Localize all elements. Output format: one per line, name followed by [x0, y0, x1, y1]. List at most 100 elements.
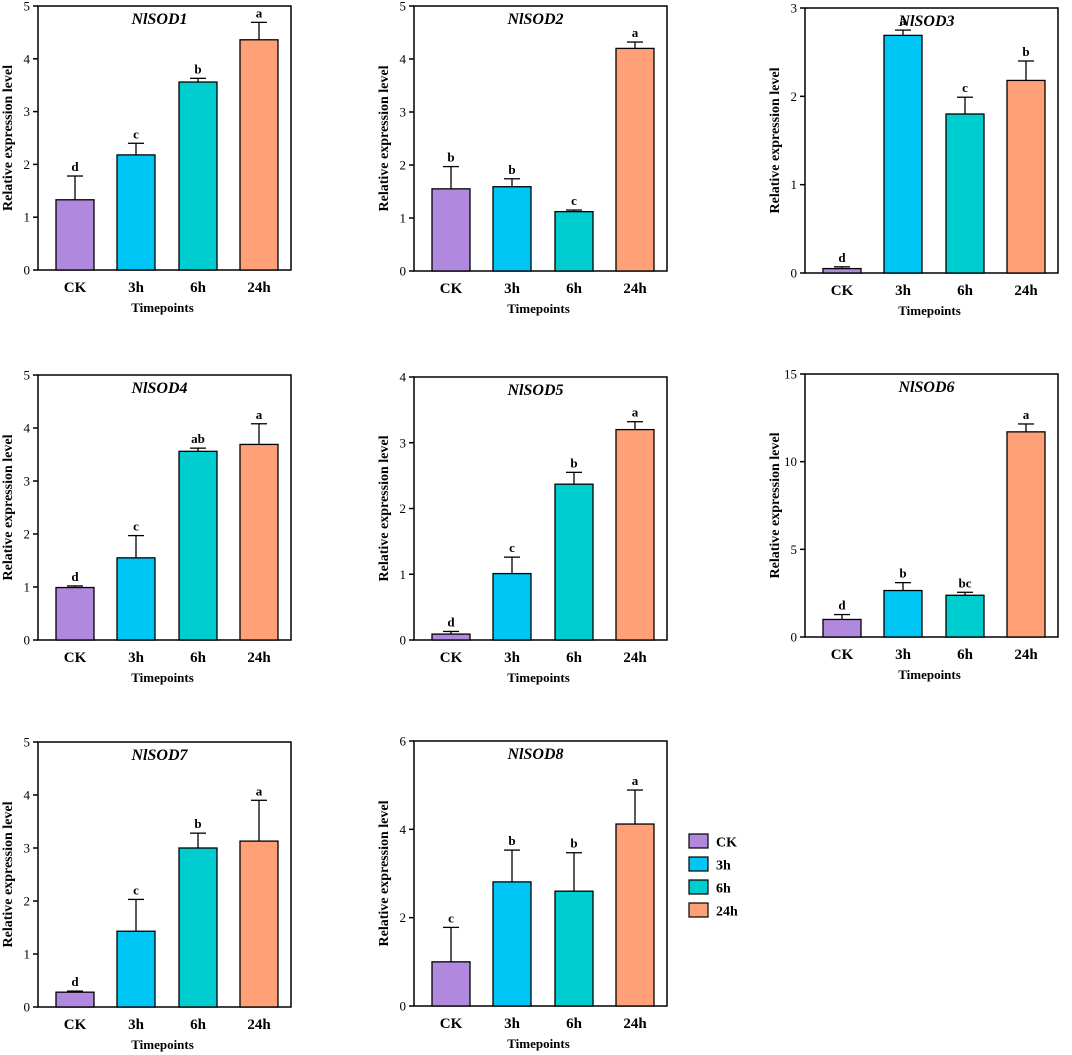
x-tick-label: CK	[64, 650, 87, 666]
bar-3h	[883, 589, 923, 638]
x-tick-label: 24h	[247, 650, 271, 666]
chart-panel-nlsod4: 0 1 2 3 4 5 Relative expression level NlSOD4 d CK…	[1, 368, 292, 685]
y-tick-label: 0	[791, 630, 798, 645]
significance-label: b	[508, 833, 515, 848]
legend-label: CK	[716, 836, 737, 851]
bar-6h	[945, 594, 985, 638]
significance-label: a	[632, 25, 639, 40]
y-tick-label: 4	[24, 421, 31, 436]
x-tick-label: CK	[831, 283, 854, 299]
bar-ck	[431, 633, 471, 641]
chart-title: NlSOD1	[130, 11, 187, 28]
plot-frame	[804, 7, 1059, 274]
x-tick-label: 24h	[247, 1017, 271, 1033]
bar-3h	[492, 186, 532, 272]
significance-label: b	[447, 150, 454, 165]
y-tick-label: 3	[24, 104, 31, 119]
x-tick-label: 6h	[957, 647, 974, 663]
y-tick-label: 3	[400, 435, 407, 450]
legend-label: 6h	[716, 882, 731, 897]
y-tick-label: 0	[24, 633, 31, 648]
y-axis-label: Relative expression level	[1, 801, 16, 947]
x-tick-label: 24h	[623, 281, 647, 297]
x-tick-label: CK	[440, 650, 463, 666]
bar-6h	[945, 113, 985, 274]
y-axis-label: Relative expression level	[377, 800, 392, 946]
legend: CK 3h 6h 24h	[688, 833, 738, 920]
chart-panel-nlsod2: 0 1 2 3 4 5 Relative expression level NlSOD2 b CK…	[377, 0, 668, 316]
bar-24h	[615, 823, 655, 1007]
y-axis-label: Relative expression level	[768, 432, 783, 578]
x-tick-label: 6h	[957, 283, 974, 299]
chart-panel-nlsod7: 0 1 2 3 4 5 Relative expression level NlSOD7 d CK…	[1, 735, 292, 1052]
y-tick-label: 5	[24, 735, 31, 750]
significance-label: a	[256, 407, 263, 422]
legend-label: 3h	[716, 859, 731, 874]
bar-24h	[615, 47, 655, 272]
y-tick-label: 10	[784, 454, 797, 469]
chart-title: NlSOD5	[506, 382, 563, 399]
y-tick-label: 4	[400, 370, 407, 385]
x-tick-label: CK	[440, 1016, 463, 1032]
legend-swatch-ck	[688, 833, 709, 849]
x-tick-label: 24h	[623, 650, 647, 666]
y-axis-label: Relative expression level	[377, 65, 392, 211]
y-axis-label: Relative expression level	[768, 67, 783, 213]
bar-3h	[116, 154, 156, 271]
bar-3h	[116, 930, 156, 1008]
y-tick-label: 0	[400, 264, 407, 279]
significance-label: d	[71, 974, 79, 989]
bar-24h	[239, 443, 279, 641]
chart-panel-nlsod1: 0 1 2 3 4 5 Relative expression level NlSOD1 d CK…	[1, 0, 292, 315]
x-tick-label: 3h	[895, 283, 912, 299]
plot-frame	[413, 5, 668, 272]
y-tick-label: 0	[400, 999, 407, 1014]
plot-frame	[413, 740, 668, 1007]
chart-title: NlSOD6	[897, 379, 954, 396]
y-tick-label: 3	[791, 1, 798, 16]
x-tick-label: 3h	[128, 650, 145, 666]
significance-label: b	[194, 61, 201, 76]
y-tick-label: 1	[24, 210, 31, 225]
bar-ck	[822, 618, 862, 638]
significance-label: c	[509, 540, 515, 555]
x-axis-label: Timepoints	[507, 670, 570, 685]
bar-24h	[615, 428, 655, 641]
x-tick-label: 3h	[895, 647, 912, 663]
significance-label: a	[256, 783, 263, 798]
y-tick-label: 15	[784, 367, 797, 382]
significance-label: d	[838, 598, 846, 613]
x-axis-label: Timepoints	[898, 667, 961, 682]
plot-frame	[37, 5, 292, 271]
significance-label: ab	[191, 431, 205, 446]
x-tick-label: 3h	[128, 280, 145, 296]
significance-label: c	[571, 193, 577, 208]
y-tick-label: 4	[24, 788, 31, 803]
y-axis-label: Relative expression level	[1, 434, 16, 580]
x-tick-label: 6h	[190, 1017, 207, 1033]
y-tick-label: 2	[24, 894, 31, 909]
legend-label: 24h	[716, 905, 738, 920]
y-tick-label: 2	[24, 527, 31, 542]
significance-label: a	[632, 405, 639, 420]
y-tick-label: 5	[24, 368, 31, 383]
x-tick-label: 24h	[1014, 283, 1038, 299]
bar-ck	[55, 991, 95, 1008]
bar-ck	[431, 961, 471, 1007]
significance-label: b	[1022, 44, 1029, 59]
y-tick-label: 1	[24, 947, 31, 962]
x-tick-label: 6h	[566, 281, 583, 297]
significance-label: bc	[959, 575, 972, 590]
significance-label: b	[194, 816, 201, 831]
x-axis-label: Timepoints	[507, 1036, 570, 1051]
y-tick-label: 0	[791, 266, 798, 281]
chart-panel-nlsod8: 0 2 4 6 Relative expression level NlSOD8 c CK b 3…	[377, 734, 668, 1051]
x-tick-label: 24h	[623, 1016, 647, 1032]
x-axis-label: Timepoints	[131, 1037, 194, 1052]
bar-24h	[239, 840, 279, 1008]
bar-ck	[55, 199, 95, 271]
y-tick-label: 3	[24, 474, 31, 489]
significance-label: d	[71, 569, 79, 584]
y-axis-label: Relative expression level	[377, 435, 392, 581]
